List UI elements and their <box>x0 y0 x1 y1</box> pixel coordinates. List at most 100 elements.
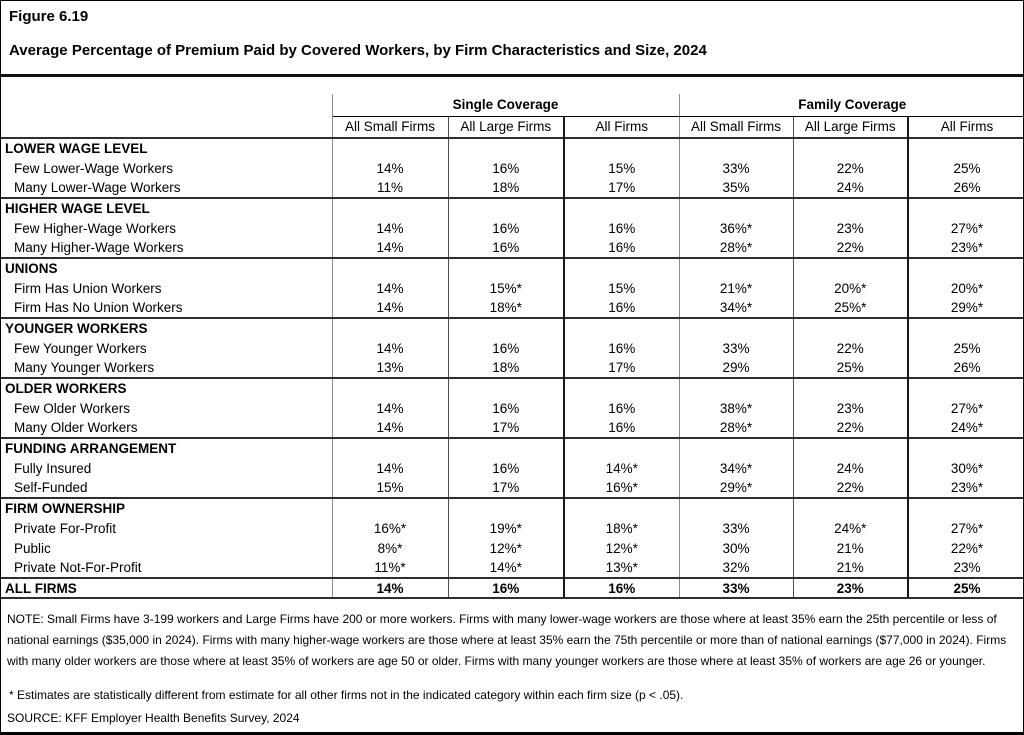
title-divider-rule <box>1 74 1023 77</box>
empty-cell <box>793 377 910 398</box>
cell-value: 23% <box>793 218 910 238</box>
empty-cell <box>679 317 794 338</box>
asterisk-footnote: * Estimates are statistically different … <box>9 688 684 702</box>
column-header-single-large: All Large Firms <box>448 116 565 139</box>
cell-value: 23% <box>793 398 910 418</box>
empty-cell <box>793 317 910 338</box>
row-label: Many Higher-Wage Workers <box>1 238 333 258</box>
cell-value: 16% <box>448 238 565 258</box>
empty-cell <box>564 377 680 398</box>
cell-value: 15%* <box>448 278 565 298</box>
cell-value: 23% <box>953 560 981 575</box>
cell-value: 17% <box>564 358 680 378</box>
cell-value: 32% <box>679 558 794 578</box>
cell-value: 30% <box>679 538 794 558</box>
empty-cell <box>793 197 910 218</box>
note-paragraph: NOTE: Small Firms have 3-199 workers and… <box>7 612 1007 668</box>
table-row: Self-Funded 15% 17% 16%* 29%* 22% 23%* <box>1 478 1023 498</box>
cell-value: 26% <box>953 360 981 375</box>
section-header-row: FUNDING ARRANGEMENT <box>1 437 1023 458</box>
cell-value: 8%* <box>332 538 449 558</box>
empty-cell <box>679 257 794 278</box>
column-header-family-large: All Large Firms <box>793 116 910 139</box>
cell-value: 16%* <box>564 478 680 498</box>
group-header-single-coverage: Single Coverage <box>332 94 680 117</box>
empty-cell <box>908 137 1023 158</box>
empty-cell <box>908 257 1023 278</box>
empty-cell <box>908 377 1023 398</box>
table-body: LOWER WAGE LEVEL Few Lower-Wage Workers 14… <box>1 137 1023 599</box>
table-row: Many Higher-Wage Workers 14% 16% 16% 28%* 22%… <box>1 238 1023 258</box>
cell-value: 16% <box>564 398 680 418</box>
column-header-row: All Small Firms All Large Firms All Firm… <box>1 116 1023 139</box>
empty-cell <box>448 317 565 338</box>
row-label: Few Higher-Wage Workers <box>1 218 333 238</box>
total-cell-value: 16% <box>448 577 565 599</box>
row-label: Firm Has No Union Workers <box>1 298 333 318</box>
table-row: Few Lower-Wage Workers 14% 16% 15% 33% 22% 25% <box>1 158 1023 178</box>
cell-value: 26% <box>953 180 981 195</box>
column-header-family-all: All Firms <box>908 116 1023 139</box>
cell-value: 16% <box>564 338 680 358</box>
total-cell-value: 23% <box>793 577 910 599</box>
cell-value: 27%* <box>950 520 984 536</box>
group-header-row: Single Coverage Family Coverage <box>1 94 1023 117</box>
table-row: Private Not-For-Profit 11%* 14%* 13%* 32% 21%… <box>1 558 1023 578</box>
column-header-single-small: All Small Firms <box>332 116 449 139</box>
premium-table: Single Coverage Family Coverage All Smal… <box>1 94 1023 599</box>
cell-value: 14%* <box>564 458 680 478</box>
total-row-label: ALL FIRMS <box>1 577 333 599</box>
table-row: Few Higher-Wage Workers 14% 16% 16% 36%* 23% 2… <box>1 218 1023 238</box>
section-header-label: FUNDING ARRANGEMENT <box>1 437 333 458</box>
cell-value: 16% <box>448 338 565 358</box>
cell-value: 15% <box>564 278 680 298</box>
table-row: Firm Has No Union Workers 14% 18%* 16% 34%* 2… <box>1 298 1023 318</box>
cell-value: 18% <box>448 178 565 198</box>
empty-cell <box>332 377 449 398</box>
cell-value: 23%* <box>950 240 984 255</box>
cell-value: 24% <box>793 178 910 198</box>
cell-value: 18% <box>448 358 565 378</box>
table-row: Public 8%* 12%* 12%* 30% 21% 22%* <box>1 538 1023 558</box>
cell-value: 16% <box>564 238 680 258</box>
cell-value: 27%* <box>950 400 984 416</box>
section-header-label: FIRM OWNERSHIP <box>1 497 333 518</box>
empty-cell <box>908 317 1023 338</box>
cell-value: 25% <box>953 160 981 176</box>
cell-value: 21%* <box>679 278 794 298</box>
section-header-row: UNIONS <box>1 257 1023 278</box>
section-header-row: LOWER WAGE LEVEL <box>1 137 1023 158</box>
cell-value: 33% <box>679 518 794 538</box>
total-cell-value: 16% <box>564 577 680 599</box>
empty-cell <box>679 497 794 518</box>
cell-value: 33% <box>679 338 794 358</box>
cell-value: 16% <box>448 158 565 178</box>
empty-cell <box>564 497 680 518</box>
cell-value: 24%* <box>950 420 984 435</box>
cell-value: 14% <box>332 298 449 318</box>
table-row: Private For-Profit 16%* 19%* 18%* 33% 24%* 27%… <box>1 518 1023 538</box>
section-header-label: UNIONS <box>1 257 333 278</box>
cell-value: 28%* <box>679 418 794 438</box>
row-label: Firm Has Union Workers <box>1 278 333 298</box>
cell-value: 13% <box>332 358 449 378</box>
cell-value: 17% <box>564 178 680 198</box>
cell-value: 36%* <box>679 218 794 238</box>
section-header-label: OLDER WORKERS <box>1 377 333 398</box>
cell-value: 20%* <box>950 280 984 296</box>
empty-cell <box>448 497 565 518</box>
row-label: Many Lower-Wage Workers <box>1 178 333 198</box>
cell-value: 24% <box>793 458 910 478</box>
cell-value: 16% <box>448 458 565 478</box>
section-header-row: FIRM OWNERSHIP <box>1 497 1023 518</box>
cell-value: 28%* <box>679 238 794 258</box>
cell-value: 22%* <box>950 540 984 556</box>
cell-value: 15% <box>332 478 449 498</box>
cell-value: 29% <box>679 358 794 378</box>
cell-value: 22% <box>793 158 910 178</box>
figure-number: Figure 6.19 <box>9 8 89 25</box>
empty-cell <box>564 317 680 338</box>
cell-value: 34%* <box>679 458 794 478</box>
cell-value: 14% <box>332 158 449 178</box>
